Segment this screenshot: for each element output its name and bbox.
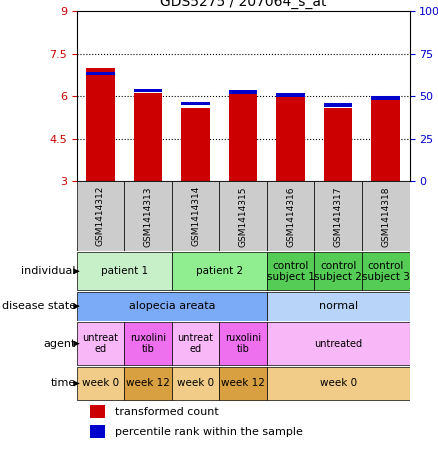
Bar bbox=[362, 181, 410, 251]
Bar bbox=[77, 367, 124, 400]
Bar bbox=[77, 292, 267, 321]
Bar bbox=[124, 322, 172, 365]
Bar bbox=[267, 292, 410, 321]
Bar bbox=[124, 181, 172, 251]
Bar bbox=[77, 181, 124, 251]
Bar bbox=[90, 405, 105, 418]
Bar bbox=[276, 96, 305, 181]
Text: control
subject 2: control subject 2 bbox=[314, 260, 362, 282]
Bar bbox=[314, 181, 362, 251]
Text: untreat
ed: untreat ed bbox=[82, 333, 118, 354]
Text: GSM1414318: GSM1414318 bbox=[381, 186, 390, 246]
Bar bbox=[276, 93, 305, 96]
Text: GSM1414312: GSM1414312 bbox=[96, 186, 105, 246]
Bar bbox=[172, 367, 219, 400]
Text: ruxolini
tib: ruxolini tib bbox=[130, 333, 166, 354]
Text: patient 2: patient 2 bbox=[196, 266, 243, 276]
Bar bbox=[324, 103, 353, 106]
Bar bbox=[371, 96, 400, 100]
Text: disease state: disease state bbox=[2, 301, 76, 311]
Bar bbox=[267, 322, 410, 365]
Bar bbox=[219, 367, 267, 400]
Text: week 0: week 0 bbox=[82, 378, 119, 389]
Bar bbox=[219, 322, 267, 365]
Text: alopecia areata: alopecia areata bbox=[128, 301, 215, 311]
Bar bbox=[267, 367, 410, 400]
Text: control
subject 1: control subject 1 bbox=[267, 260, 314, 282]
Text: transformed count: transformed count bbox=[115, 407, 219, 417]
Text: untreat
ed: untreat ed bbox=[177, 333, 214, 354]
Bar bbox=[172, 322, 219, 365]
Text: GSM1414316: GSM1414316 bbox=[286, 186, 295, 246]
Bar bbox=[77, 322, 124, 365]
Bar bbox=[172, 181, 219, 251]
Bar bbox=[362, 252, 410, 290]
Text: GSM1414315: GSM1414315 bbox=[239, 186, 247, 246]
Text: ruxolini
tib: ruxolini tib bbox=[225, 333, 261, 354]
Bar bbox=[324, 107, 353, 181]
Bar bbox=[86, 72, 115, 76]
Bar bbox=[314, 252, 362, 290]
Text: time: time bbox=[50, 378, 76, 389]
Bar bbox=[124, 367, 172, 400]
Bar bbox=[267, 252, 314, 290]
Bar bbox=[181, 107, 210, 181]
Text: GSM1414314: GSM1414314 bbox=[191, 186, 200, 246]
Text: week 0: week 0 bbox=[320, 378, 357, 389]
Bar bbox=[134, 93, 162, 181]
Text: week 0: week 0 bbox=[177, 378, 214, 389]
Bar bbox=[229, 90, 258, 94]
Bar bbox=[371, 99, 400, 181]
Text: untreated: untreated bbox=[314, 338, 362, 349]
Bar bbox=[219, 181, 267, 251]
Text: week 12: week 12 bbox=[221, 378, 265, 389]
Text: normal: normal bbox=[318, 301, 358, 311]
Bar bbox=[172, 252, 267, 290]
Text: GSM1414313: GSM1414313 bbox=[144, 186, 152, 246]
Bar bbox=[134, 89, 162, 92]
Title: GDS5275 / 207064_s_at: GDS5275 / 207064_s_at bbox=[160, 0, 326, 9]
Bar bbox=[86, 68, 115, 181]
Bar bbox=[77, 252, 172, 290]
Text: control
subject 3: control subject 3 bbox=[362, 260, 410, 282]
Text: week 12: week 12 bbox=[126, 378, 170, 389]
Text: percentile rank within the sample: percentile rank within the sample bbox=[115, 427, 303, 437]
Bar bbox=[267, 181, 314, 251]
Text: patient 1: patient 1 bbox=[101, 266, 148, 276]
Bar bbox=[90, 425, 105, 438]
Text: GSM1414317: GSM1414317 bbox=[334, 186, 343, 246]
Text: agent: agent bbox=[43, 338, 76, 349]
Text: individual: individual bbox=[21, 266, 76, 276]
Bar bbox=[229, 93, 258, 181]
Bar bbox=[181, 101, 210, 105]
